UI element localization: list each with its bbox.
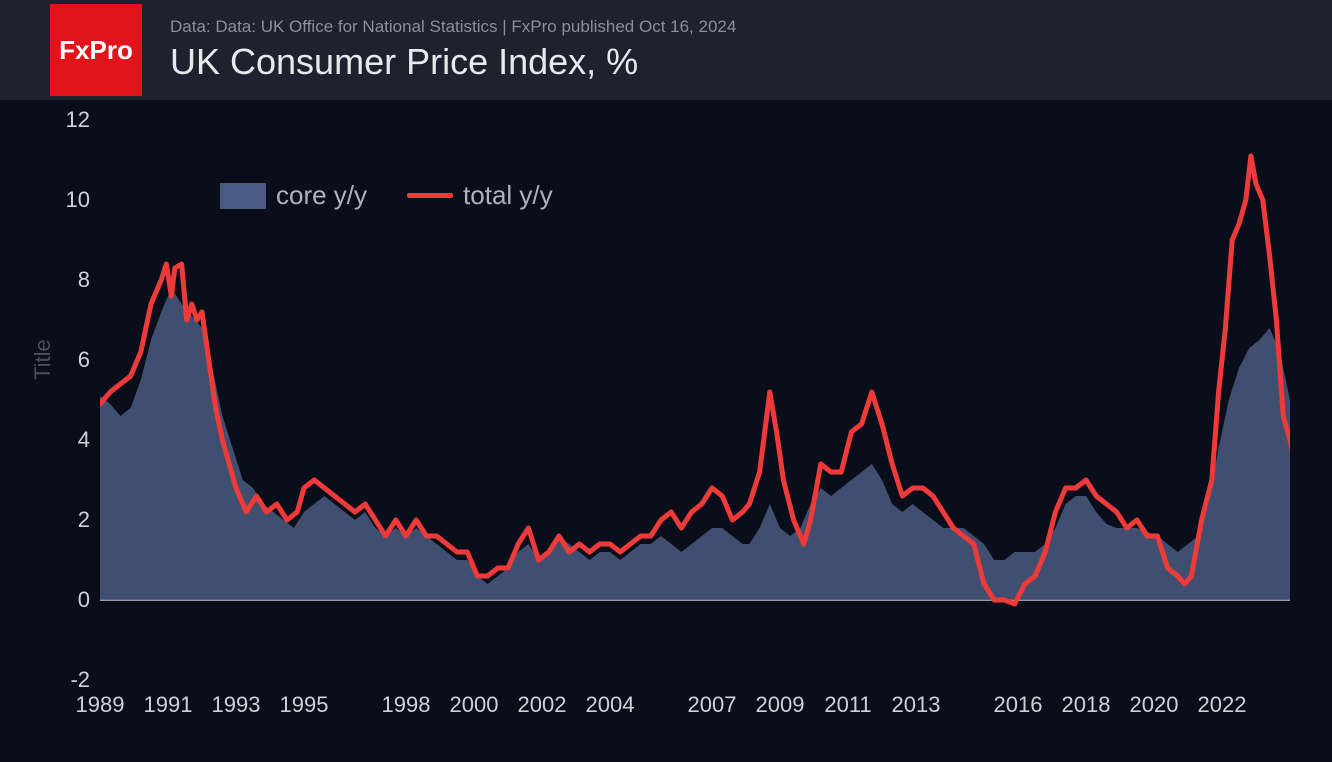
legend-swatch: [220, 183, 266, 209]
y-tick-label: 6: [78, 347, 90, 373]
y-tick-label: 0: [78, 587, 90, 613]
legend-swatch: [407, 193, 453, 198]
legend: core y/y total y/y: [220, 180, 553, 211]
header-text: Data: Data: UK Office for National Stati…: [170, 17, 736, 83]
x-tick-label: 1991: [144, 692, 193, 718]
x-tick-label: 2011: [824, 692, 871, 718]
y-tick-label: 10: [66, 187, 90, 213]
x-tick-label: 2000: [450, 692, 499, 718]
x-tick-label: 2007: [688, 692, 737, 718]
x-tick-label: 2018: [1062, 692, 1111, 718]
x-tick-label: 2016: [994, 692, 1043, 718]
y-tick-label: 12: [66, 107, 90, 133]
x-tick-label: 2002: [518, 692, 567, 718]
x-tick-label: 2013: [892, 692, 941, 718]
y-axis-title: Title: [30, 339, 56, 380]
x-tick-label: 1989: [76, 692, 125, 718]
y-tick-label: 2: [78, 507, 90, 533]
x-tick-label: 2009: [756, 692, 805, 718]
x-tick-label: 2020: [1130, 692, 1179, 718]
x-tick-label: 2004: [586, 692, 635, 718]
data-source-subtitle: Data: Data: UK Office for National Stati…: [170, 17, 736, 37]
header: FxPro Data: Data: UK Office for National…: [0, 0, 1332, 100]
legend-label: total y/y: [463, 180, 553, 211]
x-tick-label: 1995: [280, 692, 329, 718]
brand-logo: FxPro: [50, 4, 142, 96]
legend-item: total y/y: [407, 180, 553, 211]
chart-title: UK Consumer Price Index, %: [170, 41, 736, 83]
y-tick-label: 8: [78, 267, 90, 293]
x-tick-label: 1993: [212, 692, 261, 718]
legend-label: core y/y: [276, 180, 367, 211]
chart-plot-area: -202468101219891991199319951998200020022…: [100, 120, 1290, 680]
series-core-area: [100, 288, 1290, 600]
y-tick-label: 4: [78, 427, 90, 453]
y-tick-label: -2: [70, 667, 90, 693]
legend-item: core y/y: [220, 180, 367, 211]
x-tick-label: 1998: [382, 692, 431, 718]
x-tick-label: 2022: [1198, 692, 1247, 718]
